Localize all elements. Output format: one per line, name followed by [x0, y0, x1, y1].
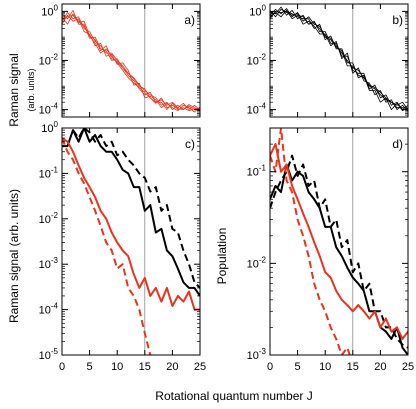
- y-tick-label: 10-2: [39, 211, 59, 226]
- y-tick-label: 10-4: [39, 102, 59, 117]
- x-tick-label: 15: [139, 361, 151, 373]
- series-group: [62, 9, 200, 113]
- y-tick-label: 10-3: [247, 347, 267, 362]
- series-line: [270, 128, 351, 355]
- series-group: [62, 128, 200, 355]
- ylabel-top-sub: (arb. units): [26, 68, 36, 111]
- y-tick-label: 10-1: [39, 165, 59, 180]
- series-line: [270, 8, 408, 111]
- y-tick-label: 10-2: [39, 53, 59, 68]
- x-tick-label: 25: [194, 361, 206, 373]
- y-tick-label: 10-5: [39, 347, 59, 362]
- panel-c: 100 10-1 10-2 10-3 10-4 10-50 5 10 15 20 25 c): [39, 120, 207, 373]
- x-tick-label: 20: [166, 361, 178, 373]
- panel-label: c): [185, 137, 195, 151]
- series-line: [270, 10, 408, 112]
- panel-label: b): [392, 13, 403, 27]
- plot-frame: [269, 127, 409, 356]
- y-tick-label: 10-3: [39, 256, 59, 271]
- y-tick-label: 10-1: [247, 164, 267, 179]
- plot-frame: [61, 3, 201, 118]
- ylabel-d: Population: [215, 228, 229, 285]
- x-tick-label: 5: [87, 361, 93, 373]
- x-tick-label: 15: [347, 361, 359, 373]
- x-tick-label: 25: [402, 361, 414, 373]
- panel-b: 100 10-2 10-4 b): [247, 3, 409, 118]
- y-tick-label: 10-2: [247, 255, 267, 270]
- series-line: [270, 6, 408, 110]
- panel-label: d): [392, 137, 403, 151]
- panel-label: a): [184, 13, 195, 27]
- series-line: [62, 12, 200, 110]
- series-line: [270, 9, 408, 109]
- series-line: [270, 8, 408, 110]
- x-tick-label: 10: [111, 361, 123, 373]
- series-line: [62, 128, 200, 297]
- panel-a: 100 10-2 10-4 a): [39, 3, 201, 118]
- x-tick-label: 5: [295, 361, 301, 373]
- series-line: [270, 143, 408, 340]
- series-group: [270, 128, 408, 355]
- series-line: [62, 14, 200, 113]
- series-group: [270, 6, 408, 112]
- series-line: [270, 163, 408, 355]
- x-tick-label: 0: [267, 361, 273, 373]
- ylabel-c: Raman signal (arb. units): [7, 189, 21, 323]
- plot-frame: [61, 127, 201, 356]
- y-tick-label: 10-2: [247, 53, 267, 68]
- series-line: [72, 128, 200, 289]
- series-line: [270, 154, 408, 349]
- xlabel: Rotational quantum number J: [155, 389, 312, 403]
- series-line: [62, 137, 152, 355]
- series-line: [62, 137, 200, 311]
- y-tick-label: 10-4: [39, 302, 59, 317]
- series-line: [62, 13, 200, 110]
- y-tick-label: 100: [41, 120, 58, 135]
- ylabel-top: Raman signal: [7, 53, 21, 126]
- y-tick-label: 100: [41, 3, 58, 18]
- series-line: [62, 14, 200, 110]
- x-tick-label: 10: [319, 361, 331, 373]
- x-tick-label: 0: [59, 361, 65, 373]
- y-tick-label: 100: [249, 3, 266, 18]
- panel-d: 10-1 10-2 10-30 5 10 15 20 25 d): [247, 127, 414, 373]
- y-tick-label: 10-4: [247, 102, 267, 117]
- x-tick-label: 20: [374, 361, 386, 373]
